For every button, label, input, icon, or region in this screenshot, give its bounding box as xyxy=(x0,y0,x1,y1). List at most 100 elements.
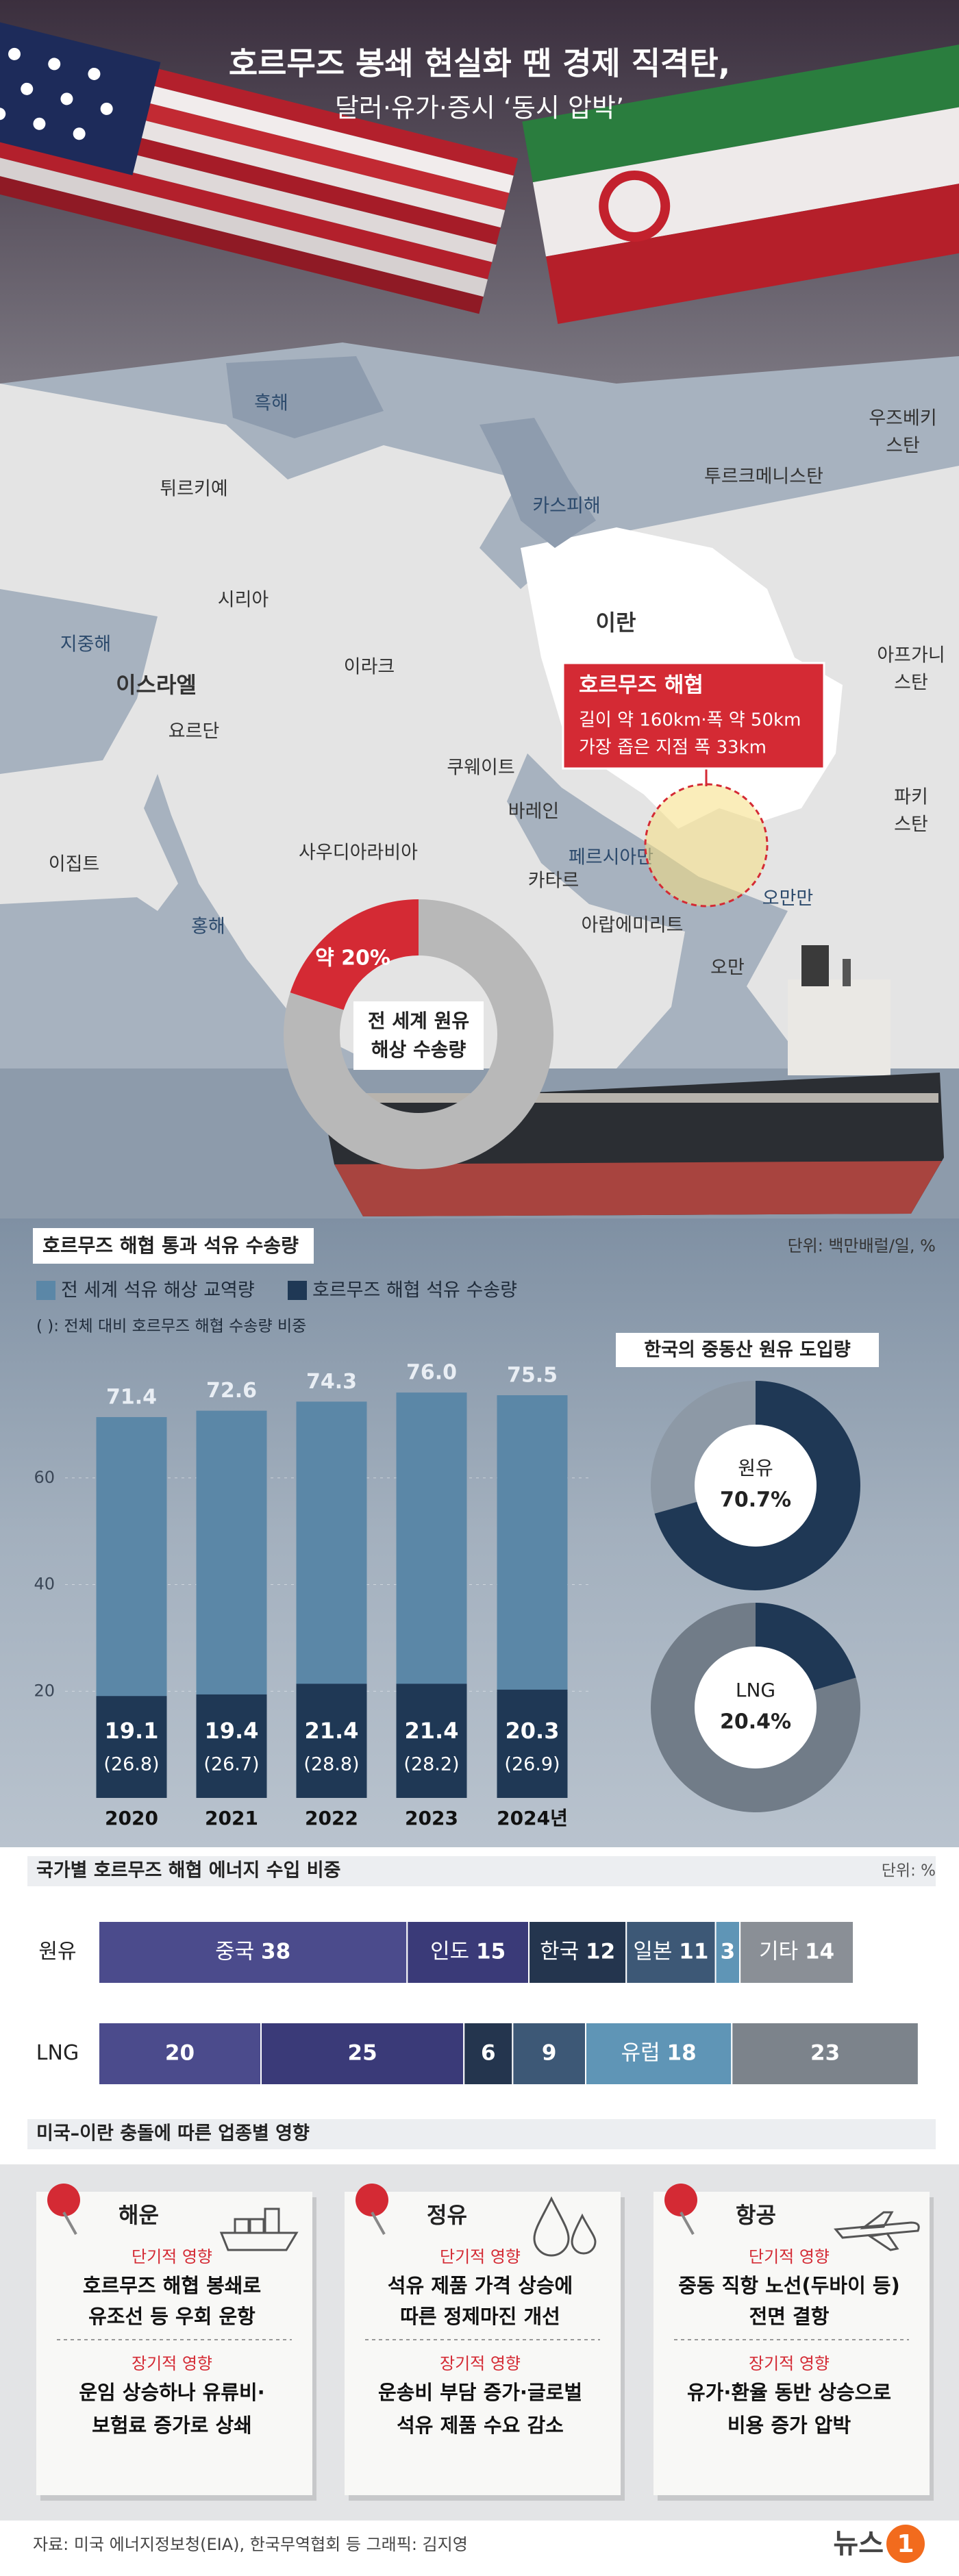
map-label: 아랍에미리트 xyxy=(581,915,683,936)
callout-title: 호르무즈 해협 xyxy=(579,673,703,698)
map-label: 튀르키예 xyxy=(160,479,227,500)
unit-label: 단위: 백만배럴/일, % xyxy=(788,1236,936,1255)
card-text: 전면 결항 xyxy=(749,2305,830,2328)
bar-segment xyxy=(585,2022,733,2086)
bar-segment xyxy=(260,2022,465,2086)
black-sea xyxy=(226,356,384,438)
segment-space xyxy=(469,1939,476,1964)
card xyxy=(653,2192,930,2495)
map-label: 아프가니 xyxy=(877,645,945,666)
bar-segment xyxy=(731,2022,919,2086)
segment-label: 20 xyxy=(165,2040,195,2065)
card-text: 보험료 증가로 상쇄 xyxy=(92,2414,252,2437)
segment-space xyxy=(579,1939,586,1964)
pin-needle xyxy=(680,2212,695,2235)
donut-segment xyxy=(756,1603,856,1690)
y-tick-label: 40 xyxy=(34,1575,55,1594)
card-title: 항공 xyxy=(736,2202,776,2228)
donut-value: 20.4% xyxy=(720,1710,791,1734)
bar-segment xyxy=(528,1921,627,1984)
bar-segment xyxy=(512,2022,586,2086)
callout-text: 길이 약 160km·폭 약 50km xyxy=(579,710,801,731)
map-label: 요르단 xyxy=(169,721,220,742)
short-label: 단기적 영향 xyxy=(440,2247,521,2266)
chart-title: 국가별 호르무즈 해협 에너지 수입 비중 xyxy=(36,1860,340,1881)
long-label: 장기적 영향 xyxy=(440,2354,521,2373)
short-label: 단기적 영향 xyxy=(132,2247,212,2266)
segment-label: 인도 15 xyxy=(430,1939,506,1964)
donut-segment xyxy=(654,1381,860,1590)
segment-label: 한국 12 xyxy=(540,1939,615,1964)
share-label: (28.2) xyxy=(403,1754,459,1775)
donut-title: 전 세계 원유 xyxy=(368,1010,469,1032)
x-tick-label: 2023 xyxy=(405,1807,458,1829)
segment-space xyxy=(254,1939,261,1964)
map-label: 홍해 xyxy=(191,916,225,938)
bar-value: 19.4 xyxy=(205,1718,259,1744)
x-tick-label: 2020 xyxy=(105,1807,158,1829)
segment-space xyxy=(672,1939,679,1964)
card-text: 유가·환율 동반 상승으로 xyxy=(687,2381,891,2404)
segment-space xyxy=(798,1939,805,1964)
bar-segment xyxy=(739,1921,855,1984)
map-label: 시리아 xyxy=(218,590,269,611)
segment-value: 3 xyxy=(721,1939,736,1964)
map-label: 사우디아라비아 xyxy=(299,842,418,864)
segment-name: 일본 xyxy=(633,1939,672,1964)
map-label: 카스피해 xyxy=(532,496,600,517)
long-label: 장기적 영향 xyxy=(749,2354,830,2373)
source: 자료: 미국 에너지정보청(EIA), 한국무역협회 등 그래픽: 김지영 xyxy=(33,2535,468,2554)
map-label: 카타르 xyxy=(528,871,580,892)
segment-value: 15 xyxy=(476,1939,506,1964)
card xyxy=(36,2192,312,2495)
logo-number: 1 xyxy=(897,2530,914,2558)
strait-circle xyxy=(644,783,769,908)
x-tick-label: 2022 xyxy=(305,1807,358,1829)
plane-icon xyxy=(834,2211,920,2251)
ship-icon xyxy=(219,2208,299,2251)
chart-title-box xyxy=(616,1333,879,1367)
bar xyxy=(296,1684,367,1798)
donut-rest xyxy=(650,1381,756,1514)
segment-label: 일본 11 xyxy=(633,1939,708,1964)
segment-value: 18 xyxy=(667,2040,697,2065)
chart-title: 호르무즈 해협 통과 석유 수송량 xyxy=(42,1234,299,1257)
map-label: 바레인 xyxy=(508,801,560,823)
card-text: 따른 정제마진 개선 xyxy=(400,2305,560,2328)
chart-title: 한국의 중동산 원유 도입량 xyxy=(644,1340,851,1361)
share-label: (26.8) xyxy=(103,1754,159,1775)
pin xyxy=(47,2184,80,2216)
segment-value: 6 xyxy=(481,2040,496,2065)
caspian-sea xyxy=(480,418,596,548)
bar-value: 20.3 xyxy=(506,1718,560,1744)
map-label: 스탄 xyxy=(894,673,928,694)
segment-value: 20 xyxy=(165,2040,195,2065)
drop-icon xyxy=(533,2196,597,2257)
segment-name: 인도 xyxy=(430,1939,469,1964)
share-label: (28.8) xyxy=(303,1754,359,1775)
segment-label: 유럽 18 xyxy=(621,2040,697,2065)
card-title: 해운 xyxy=(119,2202,159,2228)
callout-text: 가장 좁은 지점 폭 33km xyxy=(579,738,767,758)
donut-center-box xyxy=(353,1001,484,1070)
icons xyxy=(219,2196,920,2257)
map-label: 이라크 xyxy=(344,657,395,678)
map-label: 이집트 xyxy=(49,854,100,875)
title: 호르무즈 봉쇄 현실화 땐 경제 직격탄, xyxy=(229,45,730,82)
title-strip xyxy=(27,1856,936,1886)
bar-value: 75.5 xyxy=(507,1364,558,1388)
chart-title-box xyxy=(33,1228,314,1264)
segment-label: 기타 14 xyxy=(759,1939,834,1964)
card-text: 비용 증가 압박 xyxy=(727,2414,851,2437)
segment-value: 23 xyxy=(810,2040,840,2065)
segment-value: 14 xyxy=(805,1939,834,1964)
bar-value: 21.4 xyxy=(305,1718,359,1744)
card-text: 석유 제품 수요 감소 xyxy=(397,2414,564,2437)
unit-label: 단위: % xyxy=(882,1862,936,1880)
map-label: 파키 xyxy=(894,787,928,808)
bar xyxy=(396,1684,467,1798)
bar xyxy=(196,1694,267,1798)
bar xyxy=(96,1696,167,1798)
tanker-deck xyxy=(322,1093,938,1103)
bar-segment xyxy=(98,2022,262,2086)
